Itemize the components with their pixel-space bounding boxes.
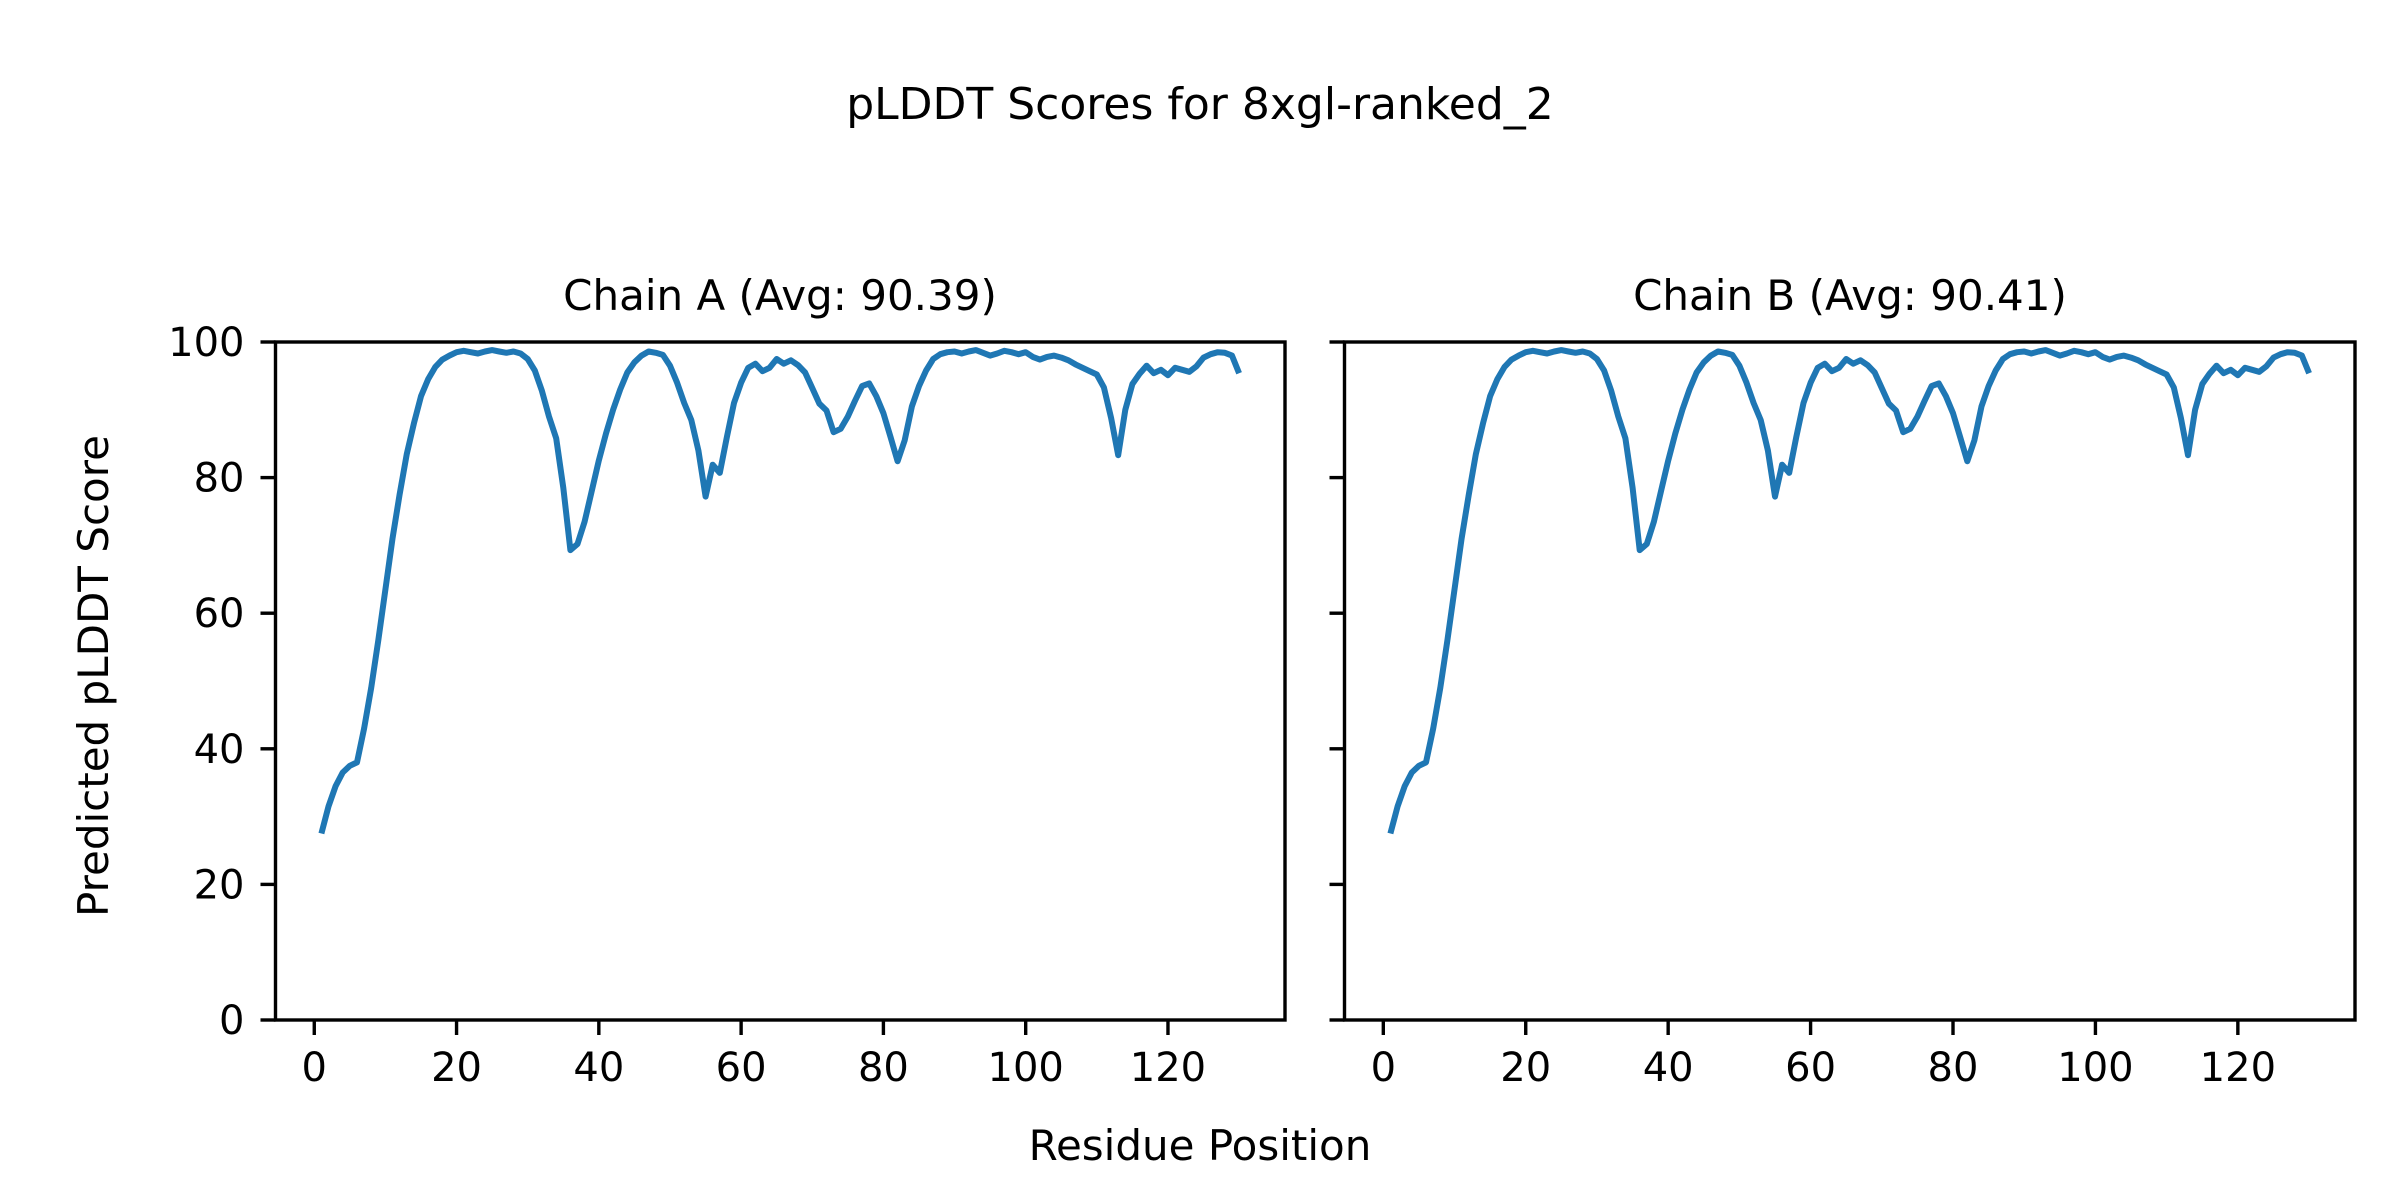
figure-title: pLDDT Scores for 8xgl-ranked_2 [846,79,1554,130]
y-tick-label-chain-a: 20 [194,862,245,908]
x-tick-label-chain-a: 120 [1130,1045,1206,1091]
x-tick-label-chain-a: 20 [431,1045,482,1091]
x-tick-label-chain-a: 100 [988,1045,1064,1091]
axes-spines-chain-b [1342,340,2357,1022]
x-tick-label-chain-a: 60 [716,1045,767,1091]
y-tick-label-chain-a: 40 [194,727,245,773]
x-tick-label-chain-b: 40 [1643,1045,1694,1091]
x-tick-label-chain-a: 40 [573,1045,624,1091]
y-tick-label-chain-a: 100 [168,320,244,366]
y-tick-label-chain-a: 60 [194,591,245,637]
x-tick-label-chain-a: 80 [858,1045,909,1091]
x-tick-label-chain-b: 20 [1500,1045,1551,1091]
subplot-title-chain-b: Chain B (Avg: 90.41) [1633,271,2067,320]
x-tick-label-chain-a: 0 [302,1045,327,1091]
x-tick-label-chain-b: 120 [2200,1045,2276,1091]
x-axis-label: Residue Position [1028,1121,1372,1170]
x-tick-label-chain-b: 100 [2057,1045,2133,1091]
x-tick-label-chain-b: 0 [1371,1045,1396,1091]
plddt-line-chain-b [1387,347,2312,835]
y-tick-label-chain-a: 0 [219,998,244,1044]
x-tick-label-chain-b: 60 [1785,1045,1836,1091]
subplot-title-chain-a: Chain A (Avg: 90.39) [563,271,997,320]
axes-spines-chain-a [273,340,1287,1022]
plddt-line-chain-a [318,347,1242,835]
x-tick-label-chain-b: 80 [1928,1045,1979,1091]
y-tick-label-chain-a: 80 [194,456,245,502]
